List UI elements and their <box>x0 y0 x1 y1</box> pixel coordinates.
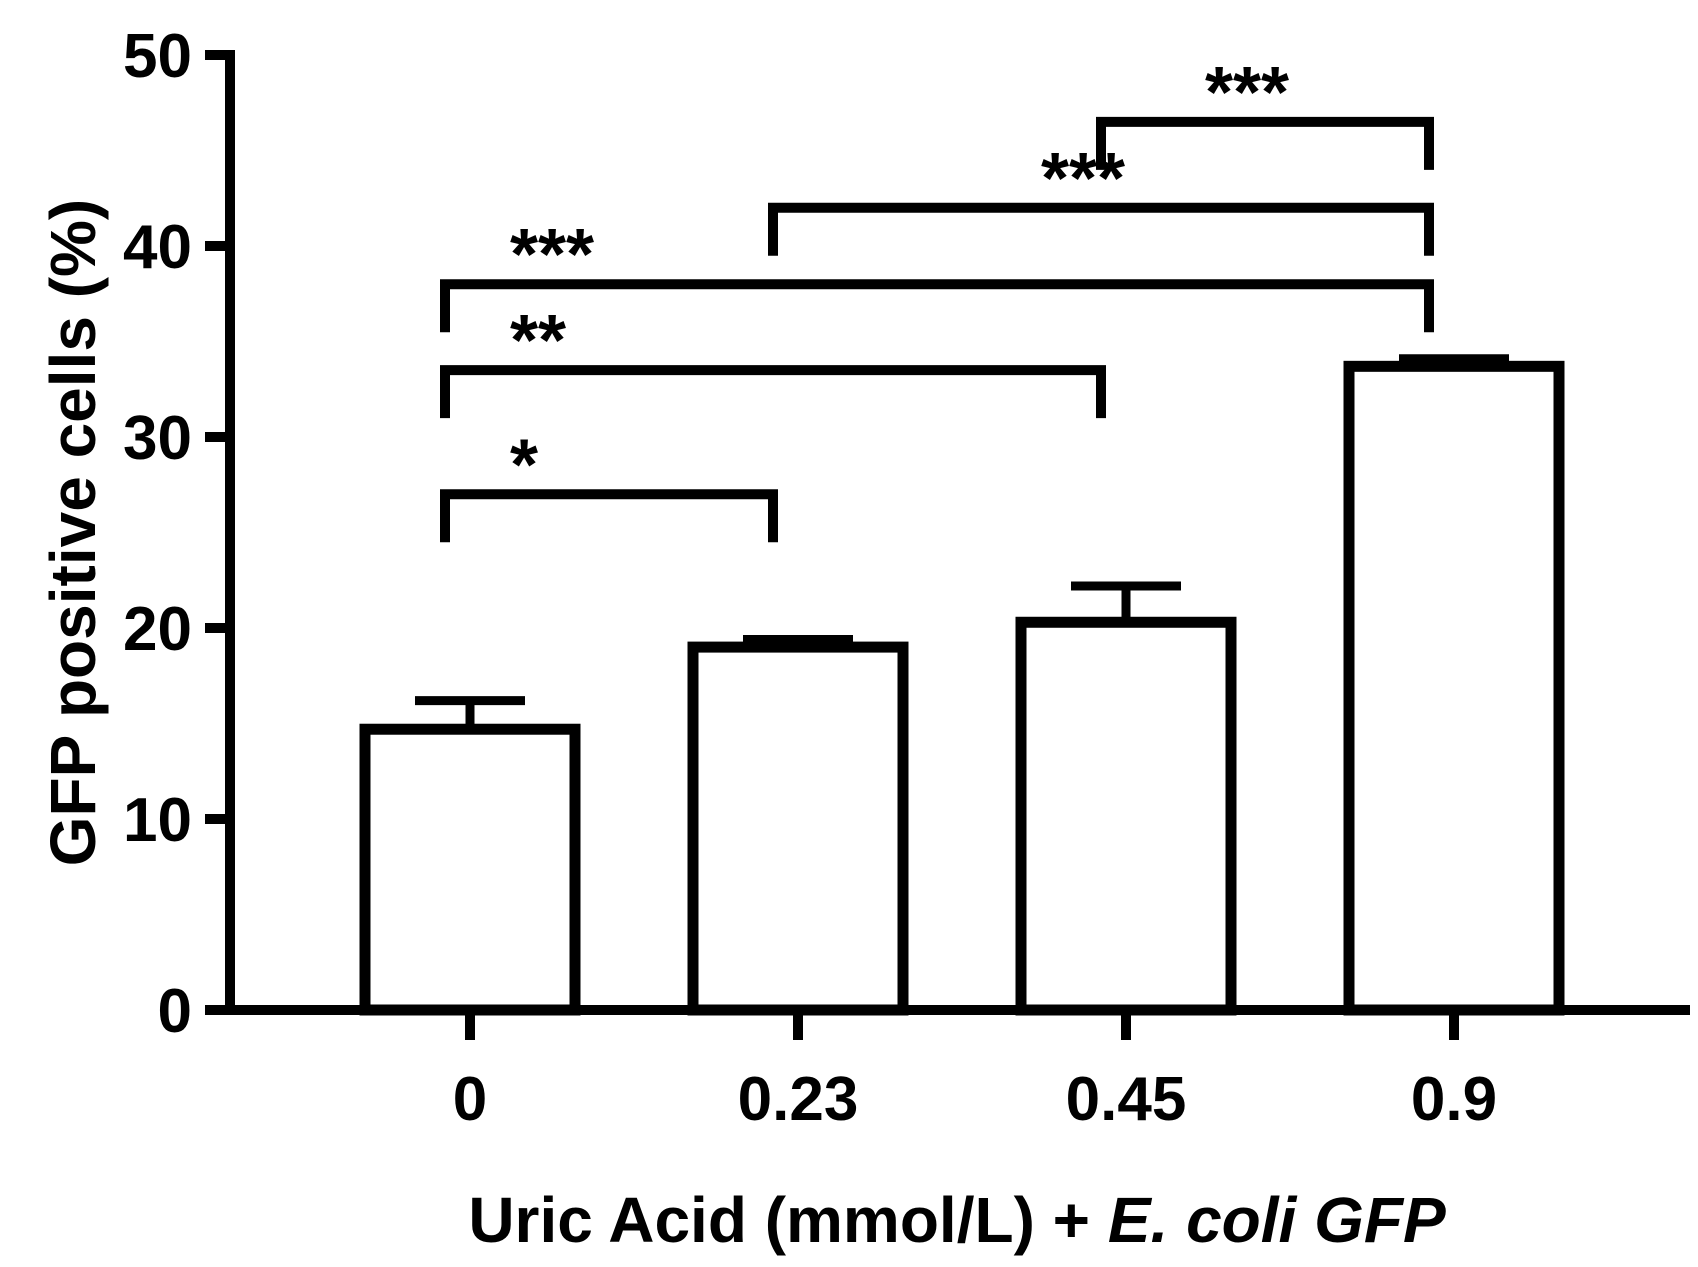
error-bar <box>743 634 853 648</box>
bars-layer <box>359 360 1565 1016</box>
significance-bracket: * <box>440 425 778 543</box>
error-bars-layer <box>415 354 1509 730</box>
significance-label: *** <box>1205 53 1289 133</box>
y-tick-label: 40 <box>123 213 192 282</box>
error-bar <box>1399 354 1509 367</box>
y-axis-title: GFP positive cells (%) <box>37 199 109 866</box>
bracket-line <box>440 365 1106 419</box>
significance-label: ** <box>510 301 566 381</box>
significance-brackets-layer: ************ <box>440 53 1434 543</box>
bracket-line <box>768 202 1434 256</box>
significance-label: *** <box>510 215 594 295</box>
bar <box>359 723 581 1016</box>
bar <box>687 641 909 1016</box>
significance-label: * <box>510 425 538 505</box>
x-tick-label: 0.45 <box>1066 1065 1187 1134</box>
bracket-line <box>1096 116 1434 170</box>
y-tick-label: 30 <box>123 404 192 473</box>
x-tick-label: 0.23 <box>738 1065 859 1134</box>
x-ticks-layer: 0 0.23 0.45 0.9 <box>453 1010 1497 1134</box>
significance-bracket: ** <box>440 301 1106 419</box>
bar <box>1015 616 1237 1016</box>
y-tick-label: 50 <box>123 22 192 91</box>
significance-label: *** <box>1041 139 1125 219</box>
significance-bracket: *** <box>1096 53 1434 170</box>
y-tick-label: 0 <box>158 977 192 1046</box>
error-bar <box>1071 581 1181 623</box>
y-tick-label: 10 <box>123 786 192 855</box>
x-axis-title: Uric Acid (mmol/L) + E. coli GFP <box>468 1184 1446 1256</box>
y-tick-label: 20 <box>123 595 192 664</box>
x-axis-title-main: Uric Acid (mmol/L) + <box>468 1184 1108 1256</box>
x-axis-title-italic: E. coli GFP <box>1108 1184 1446 1256</box>
significance-bracket: *** <box>768 139 1434 256</box>
bracket-line <box>440 279 1434 333</box>
y-ticks-layer: 0 10 20 30 40 50 <box>123 22 230 1046</box>
significance-bracket: *** <box>440 215 1434 333</box>
x-tick-label: 0 <box>453 1065 487 1134</box>
error-bar <box>415 696 525 730</box>
x-tick-label: 0.9 <box>1411 1065 1497 1134</box>
bar <box>1343 360 1565 1016</box>
bracket-line <box>440 489 778 543</box>
